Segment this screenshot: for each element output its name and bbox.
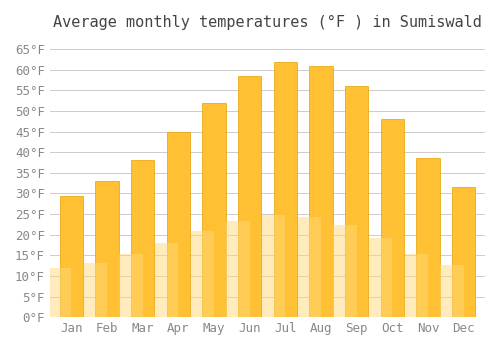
Bar <box>298 217 321 317</box>
Bar <box>404 254 428 317</box>
Bar <box>440 265 464 317</box>
Bar <box>202 103 226 317</box>
Bar <box>96 181 118 317</box>
Bar <box>226 220 250 317</box>
Bar <box>452 187 475 317</box>
Bar <box>345 86 368 317</box>
Bar <box>310 66 332 317</box>
Bar <box>131 160 154 317</box>
Bar <box>166 132 190 317</box>
Bar <box>48 268 72 317</box>
Bar <box>120 254 142 317</box>
Bar <box>155 243 178 317</box>
Bar <box>334 225 356 317</box>
Bar <box>60 196 83 317</box>
Bar <box>380 119 404 317</box>
Bar <box>262 215 285 317</box>
Bar <box>416 159 440 317</box>
Bar <box>190 231 214 317</box>
Bar <box>84 263 107 317</box>
Bar <box>369 238 392 317</box>
Bar <box>238 76 261 317</box>
Bar <box>274 62 297 317</box>
Title: Average monthly temperatures (°F ) in Sumiswald: Average monthly temperatures (°F ) in Su… <box>53 15 482 30</box>
